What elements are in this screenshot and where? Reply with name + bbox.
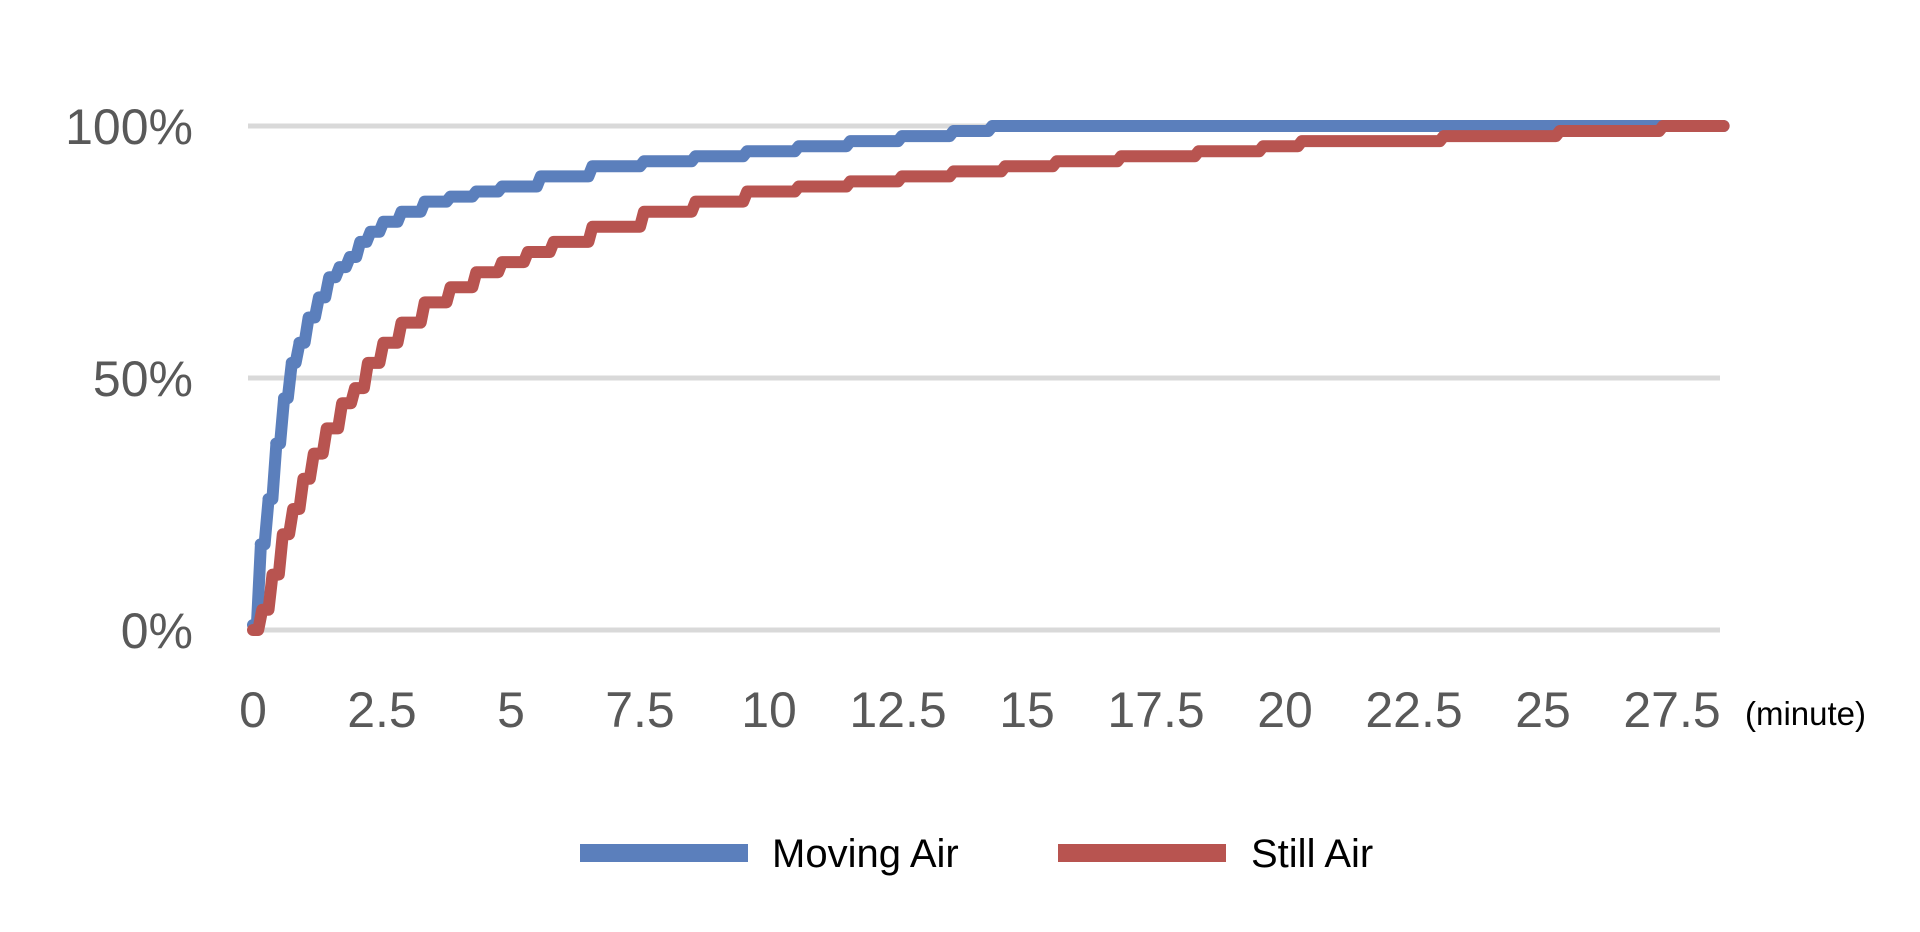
x-tick-label: 20 (1257, 682, 1313, 738)
x-tick-label: 10 (741, 682, 797, 738)
x-tick-label: 0 (239, 682, 267, 738)
legend-label-0: Moving Air (772, 832, 959, 876)
series-line-0 (247, 120, 1730, 631)
y-tick-label: 50% (93, 351, 193, 407)
x-axis-unit-label: (minute) (1745, 695, 1866, 732)
legend: Moving Air Still Air (580, 832, 1373, 876)
x-tick-label: 25 (1515, 682, 1571, 738)
series-lines (247, 120, 1730, 636)
x-axis-ticks: 0 2.5 5 7.5 10 12.5 15 17.5 20 22.5 25 27.5 (239, 682, 1721, 738)
x-tick-label: 22.5 (1365, 682, 1462, 738)
x-tick-label: 7.5 (605, 682, 675, 738)
y-tick-label: 0% (121, 603, 193, 659)
x-tick-label: 27.5 (1623, 682, 1720, 738)
x-tick-label: 12.5 (849, 682, 946, 738)
x-tick-label: 2.5 (347, 682, 417, 738)
legend-label-1: Still Air (1251, 832, 1373, 876)
legend-swatch-0 (580, 844, 748, 862)
y-tick-label: 100% (65, 99, 193, 155)
x-tick-label: 15 (999, 682, 1055, 738)
x-tick-label: 5 (497, 682, 525, 738)
y-axis-ticks: 0% 50% 100% (65, 99, 193, 659)
x-tick-label: 17.5 (1107, 682, 1204, 738)
series-line-1 (247, 120, 1730, 636)
legend-swatch-1 (1058, 844, 1226, 862)
